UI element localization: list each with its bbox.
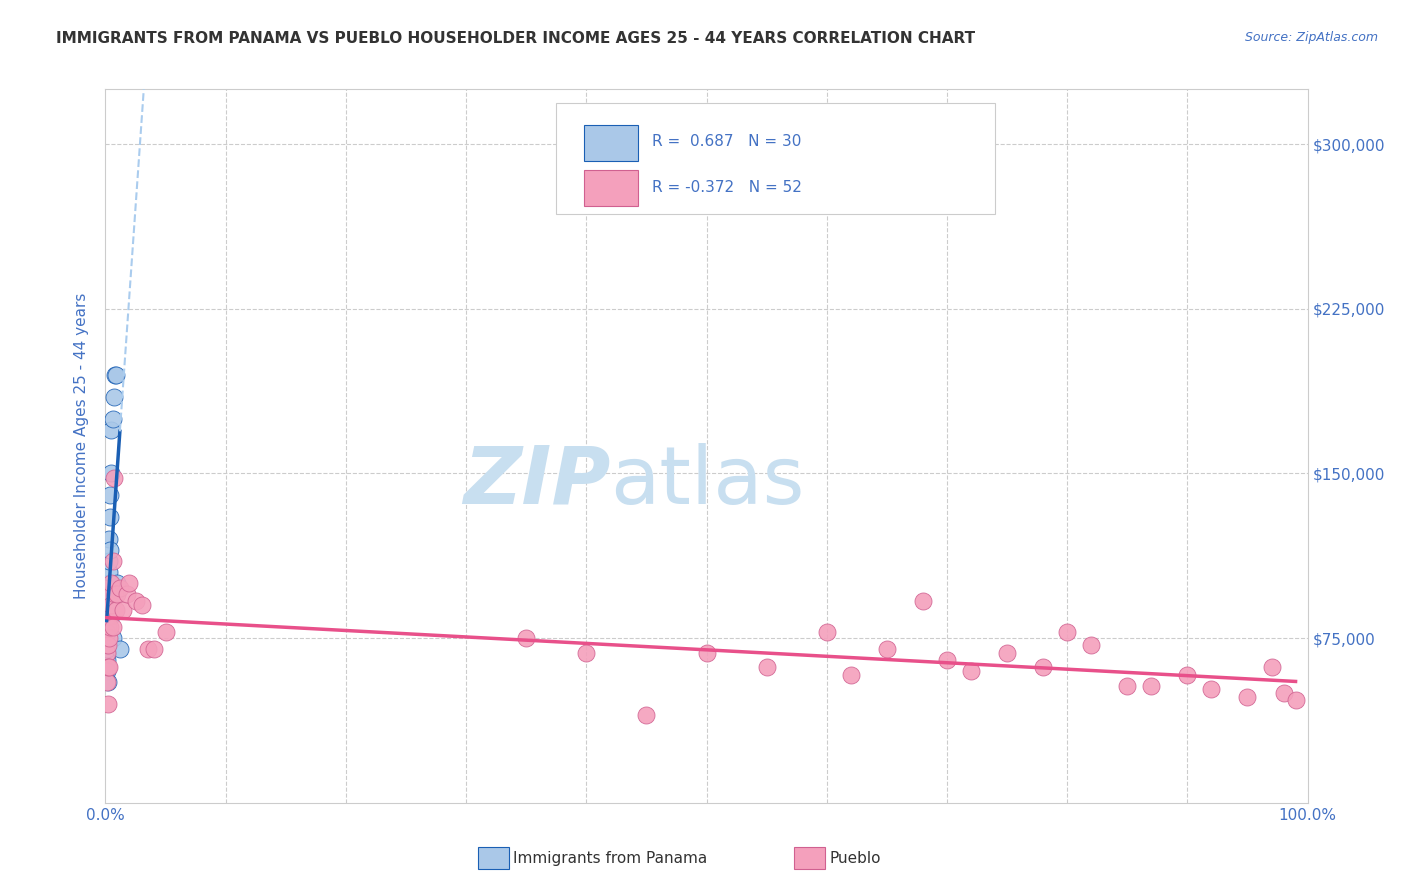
Point [97,609,120,624]
Point [755,659,778,673]
Point [636,708,658,723]
Text: ZIP: ZIP [463,442,610,521]
Point [105,368,128,382]
Point [98,587,121,601]
Point [103,390,125,404]
Point [839,668,862,682]
Point [142,642,165,657]
Point [1116,680,1139,694]
Point [101,631,124,645]
Point [911,594,934,608]
Point [97,675,120,690]
Point [96,633,118,648]
Point [97,631,120,645]
Point [98,543,121,558]
Point [97,638,120,652]
Point [98,659,121,673]
Text: R = -0.372   N = 52: R = -0.372 N = 52 [652,180,803,195]
Point [100,423,122,437]
Point [98,510,121,524]
Point [96,642,118,657]
Point [98,620,121,634]
Point [98,631,121,645]
Point [815,624,838,639]
Point [104,368,127,382]
Point [108,581,131,595]
Point [98,554,121,568]
Point [936,653,959,667]
Point [96,647,118,661]
Point [96,675,118,690]
Point [97,659,120,673]
Point [696,647,718,661]
Point [131,598,153,612]
Point [136,642,159,657]
Bar [583,169,638,205]
Point [1175,668,1198,682]
Point [1236,690,1258,705]
Point [97,697,120,711]
Point [98,533,121,547]
Y-axis label: Householder Income Ages 25 - 44 years: Householder Income Ages 25 - 44 years [75,293,90,599]
Point [97,624,120,639]
Point [98,598,121,612]
Point [1032,659,1054,673]
Point [103,471,125,485]
Point [96,638,118,652]
Text: Pueblo: Pueblo [830,851,882,865]
Point [98,566,121,580]
Point [100,467,122,481]
Point [97,620,120,634]
Point [1056,624,1078,639]
Point [98,576,121,591]
Bar [583,125,638,161]
Point [98,488,121,502]
Point [96,624,118,639]
Point [995,647,1018,661]
Point [155,624,177,639]
Point [97,620,120,634]
Point [107,587,129,601]
Point [124,594,146,608]
Point [96,647,118,661]
Point [105,602,128,616]
Text: Source: ZipAtlas.com: Source: ZipAtlas.com [1244,31,1378,45]
Point [515,631,537,645]
Point [100,576,122,591]
Point [101,620,124,634]
Point [108,642,131,657]
Point [96,653,118,667]
Point [118,576,141,591]
Point [1201,681,1223,696]
Text: R =  0.687   N = 30: R = 0.687 N = 30 [652,134,801,149]
Text: atlas: atlas [610,442,804,521]
Point [107,576,129,591]
Point [104,587,127,601]
Text: IMMIGRANTS FROM PANAMA VS PUEBLO HOUSEHOLDER INCOME AGES 25 - 44 YEARS CORRELATI: IMMIGRANTS FROM PANAMA VS PUEBLO HOUSEHO… [56,31,976,46]
Point [1140,680,1163,694]
FancyBboxPatch shape [557,103,995,214]
Point [101,554,124,568]
Point [960,664,983,678]
Point [101,411,124,425]
Point [115,587,138,601]
Text: Immigrants from Panama: Immigrants from Panama [513,851,707,865]
Point [112,602,135,616]
Point [98,587,121,601]
Point [575,647,598,661]
Point [100,609,122,624]
Point [100,598,122,612]
Point [98,609,121,624]
Point [96,664,118,678]
Point [1284,692,1306,706]
Point [1260,659,1282,673]
Point [1272,686,1295,700]
Point [876,642,898,657]
Point [1080,638,1102,652]
